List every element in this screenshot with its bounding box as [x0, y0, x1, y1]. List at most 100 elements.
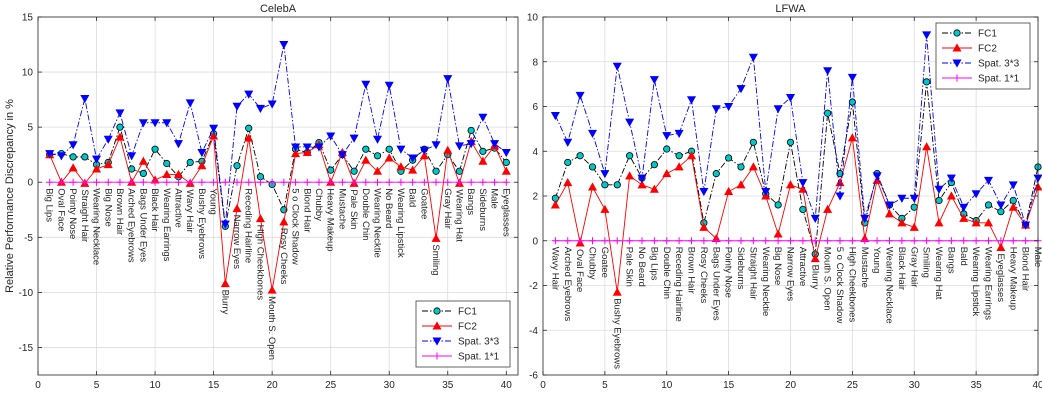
data-point — [749, 237, 757, 245]
x-tick-label: 25 — [847, 380, 859, 391]
data-point — [455, 178, 463, 186]
chart-celeba: CelebA Relative Performance Discrepancy i… — [4, 3, 519, 391]
attribute-label: Chubby — [313, 188, 324, 221]
data-point — [848, 237, 856, 245]
attribute-label: Wearing Hat — [933, 247, 944, 300]
y-tick-label: 4 — [532, 147, 538, 158]
attribute-labels: Big Lips Oval Face Pointy Nose Straight Hai… — [44, 188, 512, 360]
data-point — [245, 124, 253, 132]
data-point — [173, 169, 183, 179]
attribute-label: Straight Hair — [79, 189, 90, 242]
data-point — [774, 201, 782, 209]
data-point — [384, 153, 394, 162]
legend-marker — [433, 352, 441, 360]
data-point — [186, 158, 194, 167]
data-point — [128, 165, 136, 173]
data-point — [326, 132, 336, 141]
attribute-label: Pale Skin — [348, 189, 359, 229]
data-point — [774, 237, 782, 245]
legend-marker — [432, 321, 442, 330]
data-point — [563, 138, 573, 147]
attribute-label: Bags Under Eyes — [137, 188, 148, 262]
data-point — [625, 118, 635, 127]
data-point — [221, 178, 229, 186]
data-point — [80, 95, 90, 104]
data-point — [45, 150, 55, 159]
data-point — [173, 140, 183, 149]
attribute-label: Wearing Earrings — [161, 188, 172, 261]
data-point — [909, 194, 919, 203]
data-point — [349, 134, 359, 143]
attribute-label: Attractive — [172, 188, 183, 228]
chart-title: CelebA — [260, 3, 297, 15]
series-fc2 — [45, 131, 511, 294]
attribute-label: Male — [1032, 247, 1042, 268]
attribute-label: Mouth S. Open — [822, 247, 833, 311]
data-point — [374, 178, 382, 186]
attribute-label: Oval Face — [55, 188, 66, 231]
legend-marker — [952, 43, 962, 52]
data-point — [612, 287, 622, 296]
data-point — [362, 178, 370, 186]
data-point — [798, 184, 808, 193]
data-point — [996, 242, 1006, 251]
data-point — [983, 218, 994, 227]
legend-label: FC2 — [978, 44, 997, 55]
attribute-label: 5 o Clock Shadow — [834, 247, 845, 324]
data-point — [748, 53, 758, 62]
attribute-label: Goatee — [418, 188, 429, 219]
data-point — [823, 67, 833, 76]
data-point — [279, 217, 289, 226]
attribute-label: 5 o Clock Shadow — [290, 188, 301, 265]
data-point — [787, 237, 794, 245]
data-point — [68, 141, 78, 150]
y-tick-label: 8 — [532, 57, 538, 68]
data-point — [69, 178, 77, 186]
data-point — [971, 218, 981, 227]
data-point — [575, 91, 585, 100]
data-point — [268, 178, 276, 186]
data-point — [104, 178, 112, 186]
data-point — [551, 237, 559, 245]
data-point — [68, 163, 78, 172]
data-point — [443, 75, 453, 84]
data-point — [220, 278, 230, 288]
y-tick-label: 5 — [27, 123, 33, 134]
data-point — [57, 178, 65, 186]
data-point — [302, 143, 312, 152]
data-point — [396, 145, 406, 154]
data-point — [626, 237, 634, 245]
attribute-label: Pointy Nose — [723, 247, 734, 298]
y-axis-label: Relative Performance Discrepancy in % — [4, 99, 16, 293]
data-point — [337, 151, 347, 160]
data-point — [432, 178, 440, 186]
data-point — [419, 146, 429, 155]
data-point — [946, 174, 956, 183]
data-point — [279, 41, 289, 50]
data-point — [860, 214, 870, 223]
data-point — [600, 170, 610, 179]
legend-marker — [432, 337, 442, 346]
data-point — [748, 162, 758, 171]
data-point — [174, 178, 182, 186]
x-tick-label: 10 — [150, 380, 162, 391]
data-point — [935, 196, 943, 205]
x-tick-label: 40 — [1032, 380, 1042, 391]
data-point — [384, 81, 394, 90]
data-point — [116, 123, 124, 131]
x-tick-label: 20 — [785, 380, 797, 391]
data-point — [886, 237, 893, 245]
data-point — [725, 237, 733, 245]
data-point — [663, 145, 671, 153]
data-point — [444, 178, 452, 186]
attribute-label: No Beard — [383, 188, 394, 228]
data-point — [612, 62, 622, 71]
data-point — [420, 178, 428, 186]
attribute-label: Gray Hair — [442, 188, 453, 229]
data-point — [92, 155, 102, 164]
attribute-label: Wearing Necklace — [884, 247, 895, 324]
legend-label: Spat. 3*3 — [978, 59, 1020, 70]
data-point — [786, 138, 795, 146]
data-point — [467, 126, 475, 135]
data-point — [93, 178, 101, 186]
